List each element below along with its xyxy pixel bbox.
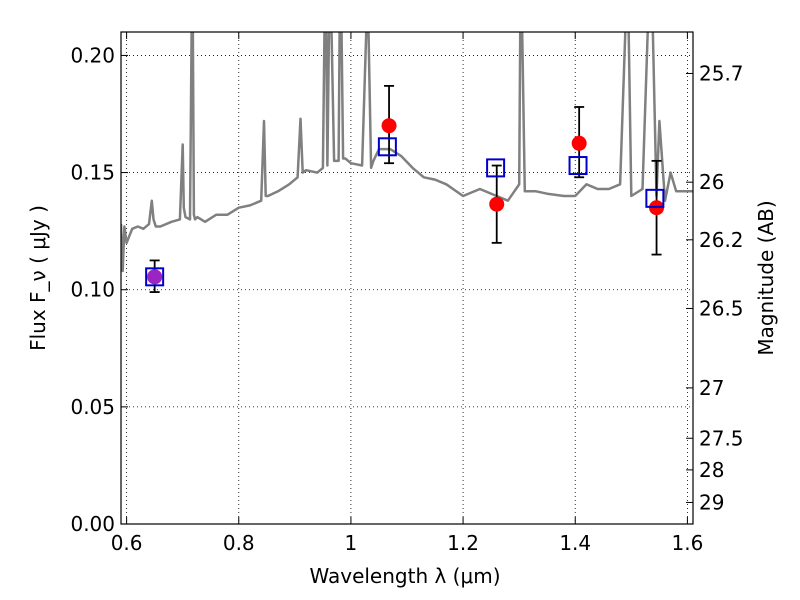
y-tick-label: 0.20: [70, 43, 115, 67]
plot-frame: [120, 31, 694, 525]
right-tick-label: 28: [699, 458, 724, 482]
overlap-point: [147, 269, 163, 285]
right-tick-label: 27.5: [699, 426, 744, 450]
y-tick-label: 0.05: [70, 395, 115, 419]
grid: [121, 32, 693, 525]
observed-point: [489, 196, 505, 212]
right-axis-label: Magnitude (AB): [754, 200, 778, 355]
y-tick-label: 0.15: [70, 161, 115, 185]
x-axis-label: Wavelength λ (μm): [309, 564, 500, 588]
x-tick-label: 0.8: [223, 531, 255, 555]
observed-point: [571, 135, 587, 151]
markers: [145, 84, 665, 293]
model-point: [645, 188, 665, 208]
x-tick-label: 0.6: [111, 531, 143, 555]
y-tick-label: 0.10: [70, 278, 115, 302]
right-tick-label: 27: [699, 376, 724, 400]
x-tick-label: 1.2: [447, 531, 479, 555]
right-tick-label: 26.5: [699, 296, 744, 320]
model-point: [568, 156, 588, 176]
right-tick-label: 26.2: [699, 228, 744, 252]
right-tick-label: 26: [699, 170, 724, 194]
y-tick-label: 0.00: [70, 512, 115, 536]
model-point: [145, 267, 165, 287]
plot-area: [121, 32, 693, 273]
model-point: [377, 137, 397, 157]
x-tick-label: 1.6: [671, 531, 703, 555]
right-tick-label: 25.7: [699, 61, 744, 85]
observed-point: [381, 118, 397, 134]
axis-ticks: 0.6 0.8 1 1.2 1.4 1.6 0.00 0.05 0.10 0.15 0.20 25.7…: [70, 32, 744, 555]
x-tick-label: 1.4: [559, 531, 591, 555]
right-tick-label: 29: [699, 490, 724, 514]
x-tick-label: 1: [345, 531, 358, 555]
y-axis-label: Flux F_ν ( μJy ): [26, 205, 50, 351]
spectrum-line: [121, 32, 693, 273]
model-point: [486, 158, 506, 178]
